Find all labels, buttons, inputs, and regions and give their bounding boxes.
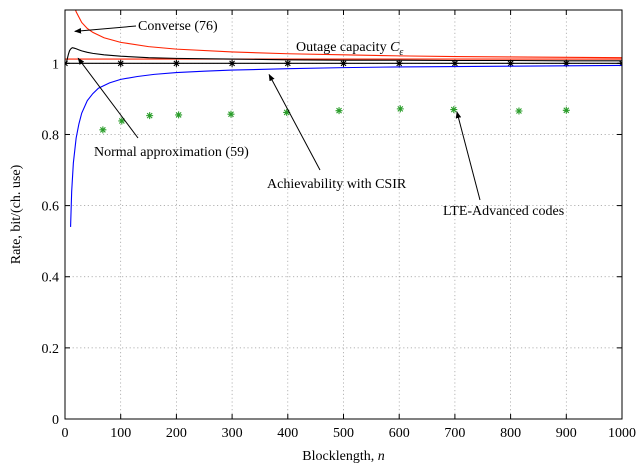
x-tick-label: 800	[500, 426, 521, 441]
x-tick-label: 200	[166, 426, 187, 441]
series-point	[395, 59, 403, 67]
y-tick-label: 0.8	[42, 128, 60, 143]
series-point	[175, 111, 183, 119]
y-tick-label: 0.4	[42, 271, 60, 286]
series-point	[227, 110, 235, 118]
x-axis-title: Blocklength, n	[302, 449, 384, 464]
x-tick-label: 700	[444, 426, 465, 441]
series-point	[99, 126, 107, 134]
series-point	[228, 59, 236, 67]
series-line	[65, 47, 622, 64]
tick-labels: 0 100 200 300 400 500 600 700 800 900 1000 0 0.2 0.4 0…	[42, 57, 637, 441]
series-point	[284, 59, 292, 67]
arrow-lte-advanced	[455, 111, 481, 201]
series-point	[340, 59, 347, 67]
annotation-achievability: Achievability with CSIR	[267, 177, 407, 192]
series-point	[562, 106, 570, 114]
annotations: Converse (76) Outage capacity Cε Normal …	[74, 19, 564, 219]
series-point	[450, 106, 458, 114]
series-2	[65, 47, 622, 64]
series-point	[146, 112, 154, 120]
x-tick-label: 100	[110, 426, 131, 441]
series-point	[515, 107, 523, 115]
x-tick-label: 500	[333, 426, 354, 441]
series-point	[335, 107, 343, 115]
series-point	[117, 59, 125, 67]
x-axis-title-variable: n	[378, 449, 385, 464]
y-tick-label: 0.6	[42, 200, 60, 215]
annotation-outage-capacity-subscript: ε	[399, 47, 403, 58]
annotation-normal-approximation: Normal approximation (59)	[94, 145, 249, 160]
series-point	[283, 108, 291, 116]
x-tick-label: 1000	[608, 426, 636, 441]
y-tick-label: 0.2	[42, 342, 60, 357]
series-point	[451, 59, 459, 67]
series-line	[75, 10, 622, 59]
series-line	[70, 64, 622, 227]
annotation-outage-capacity-text: Outage capacity	[296, 40, 390, 55]
y-axis-title: Rate, bit/(ch. use)	[9, 164, 24, 264]
x-tick-label: 400	[277, 426, 298, 441]
series-4	[70, 64, 622, 227]
series-point	[562, 59, 570, 67]
series-5	[99, 105, 570, 134]
x-tick-label: 600	[389, 426, 410, 441]
annotation-converse: Converse (76)	[138, 19, 218, 34]
x-tick-label: 300	[222, 426, 243, 441]
series-point	[396, 105, 404, 113]
x-tick-label: 0	[62, 426, 69, 441]
annotation-lte-advanced: LTE-Advanced codes	[443, 204, 564, 219]
ticks	[64, 10, 623, 420]
series-0	[75, 10, 622, 59]
x-axis-title-text: Blocklength,	[302, 449, 377, 464]
series-point	[118, 117, 126, 125]
x-tick-label: 900	[556, 426, 577, 441]
series-3	[65, 59, 622, 67]
annotation-outage-capacity-symbol: C	[390, 40, 400, 55]
y-tick-label: 1	[52, 57, 59, 72]
arrow-normal-approximation	[77, 57, 139, 139]
series-layer	[65, 10, 622, 227]
y-tick-label: 0	[52, 413, 59, 428]
series-point	[507, 59, 515, 67]
arrow-achievability	[268, 73, 321, 171]
arrow-converse	[74, 25, 137, 34]
annotation-outage-capacity: Outage capacity Cε	[296, 40, 403, 58]
series-point	[172, 59, 180, 67]
